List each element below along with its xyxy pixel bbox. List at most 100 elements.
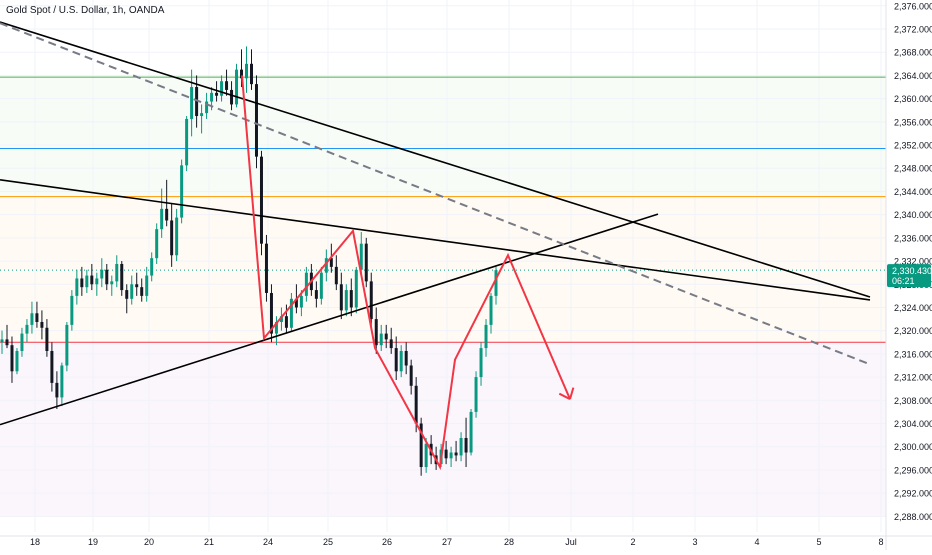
candle-body-59 — [294, 298, 298, 308]
candle-body-58 — [289, 298, 293, 328]
current-price-badge[interactable] — [887, 264, 931, 288]
candle-body-42 — [210, 92, 214, 102]
candle-body-40 — [200, 113, 204, 117]
candle-body-3 — [15, 350, 19, 372]
candle-body-95 — [474, 377, 478, 412]
candle-body-46 — [230, 89, 234, 105]
y-tick-label: 2,352.000 — [894, 141, 932, 151]
candle-body-36 — [180, 165, 184, 218]
candle-body-18 — [90, 275, 94, 285]
candle-body-29 — [145, 275, 149, 296]
x-tick-label: 28 — [504, 537, 514, 547]
candle-body-8 — [40, 321, 44, 328]
candle-body-33 — [165, 208, 169, 221]
candle-body-24 — [120, 263, 124, 291]
y-tick-label: 2,292.000 — [894, 489, 932, 499]
x-tick-label: 24 — [263, 537, 273, 547]
zones-layer — [0, 77, 886, 517]
candle-body-44 — [220, 81, 224, 96]
x-tick-label: 5 — [816, 537, 821, 547]
projection-path[interactable] — [241, 75, 571, 471]
candle-body-94 — [469, 411, 473, 453]
candle-body-97 — [484, 324, 488, 349]
x-tick-label: 18 — [30, 537, 40, 547]
candle-body-25 — [125, 290, 129, 299]
zone-band-2 — [0, 342, 886, 517]
candle-body-37 — [185, 118, 189, 166]
candles-layer — [0, 46, 498, 476]
y-tick-label: 2,340.000 — [894, 210, 932, 220]
zone-band-1 — [0, 196, 886, 343]
trend-line-2[interactable] — [0, 213, 659, 426]
candle-body-89 — [444, 449, 448, 459]
candle-body-14 — [70, 295, 74, 325]
candle-body-90 — [449, 452, 453, 459]
y-tick-label: 2,312.000 — [894, 373, 932, 383]
candle-body-64 — [319, 272, 323, 299]
candle-body-99 — [494, 270, 498, 296]
candle-body-66 — [329, 258, 333, 267]
y-tick-label: 2,332.000 — [894, 257, 932, 267]
candle-body-38 — [190, 87, 194, 119]
candle-body-11 — [55, 382, 59, 398]
zone-band-0 — [0, 77, 886, 197]
y-tick-label: 2,368.000 — [894, 48, 932, 58]
candle-body-80 — [399, 350, 403, 372]
candle-body-28 — [140, 287, 144, 296]
y-tick-label: 2,288.000 — [894, 512, 932, 522]
x-tick-label: 26 — [382, 537, 392, 547]
candle-body-93 — [464, 438, 468, 453]
candle-body-85 — [424, 443, 428, 468]
y-tick-label: 2,348.000 — [894, 164, 932, 174]
x-tick-label: 3 — [692, 537, 697, 547]
candle-body-10 — [50, 350, 54, 383]
candle-body-51 — [254, 84, 258, 157]
candle-body-48 — [240, 69, 244, 79]
candle-body-19 — [95, 278, 99, 285]
y-tick-label: 2,316.000 — [894, 349, 932, 359]
candle-body-74 — [369, 281, 373, 320]
candle-body-60 — [299, 295, 303, 308]
x-tick-label: Jul — [565, 537, 577, 547]
candle-body-92 — [459, 438, 463, 456]
candle-body-69 — [344, 290, 348, 311]
candle-body-30 — [150, 258, 154, 276]
y-tick-label: 2,324.000 — [894, 303, 932, 313]
y-tick-label: 2,376.000 — [894, 1, 932, 11]
candle-body-81 — [404, 350, 408, 366]
candle-body-56 — [279, 316, 283, 322]
candle-body-71 — [354, 269, 358, 308]
candle-body-55 — [274, 321, 278, 334]
trend-line-1[interactable] — [0, 179, 871, 301]
candle-body-31 — [155, 229, 159, 259]
candle-body-79 — [394, 348, 398, 372]
candle-body-7 — [35, 313, 39, 322]
candle-body-47 — [235, 69, 239, 105]
candle-body-77 — [384, 333, 388, 340]
trend-line-0[interactable] — [0, 21, 871, 298]
trendlines-layer — [0, 21, 871, 426]
candle-body-39 — [195, 87, 199, 117]
candle-body-35 — [175, 217, 179, 256]
candle-body-76 — [379, 333, 383, 346]
candle-body-75 — [374, 319, 378, 346]
candle-body-98 — [489, 295, 493, 325]
x-tick-label: 4 — [754, 537, 759, 547]
candle-body-26 — [130, 284, 134, 299]
candle-body-2 — [10, 345, 14, 372]
x-tick-label: 19 — [88, 537, 98, 547]
candle-body-52 — [259, 156, 263, 244]
candle-body-82 — [409, 365, 413, 386]
candle-body-61 — [304, 272, 308, 296]
x-tick-label: 21 — [204, 537, 214, 547]
candle-body-1 — [5, 339, 9, 346]
candle-body-84 — [419, 423, 423, 468]
price-countdown-label: 06:21 — [892, 276, 915, 286]
x-tick-label: 2 — [630, 537, 635, 547]
candle-body-96 — [479, 348, 483, 378]
x-tick-label: 27 — [442, 537, 452, 547]
x-tick-label: 25 — [323, 537, 333, 547]
